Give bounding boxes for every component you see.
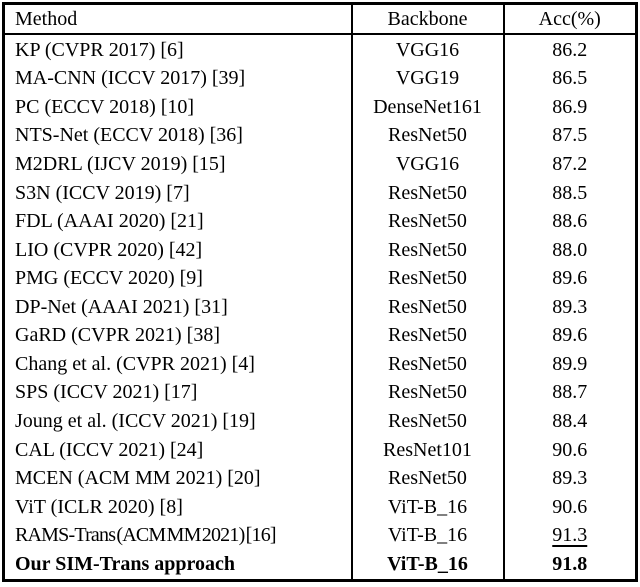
- cell-acc: 89.6: [552, 324, 588, 347]
- cell-acc: 86.5: [552, 67, 588, 90]
- cell-method: RAMS-Trans (ACM MM 2021) [16]: [15, 524, 277, 547]
- cell-backbone: ResNet50: [350, 406, 505, 436]
- cell-backbone: ResNet50: [350, 206, 505, 236]
- cell-method: MA-CNN (ICCV 2017) [39]: [15, 67, 246, 90]
- cell-backbone: VGG16: [350, 149, 505, 179]
- table-row: Joung et al. (ICCV 2021) [19] ResNet50 88.…: [4, 406, 637, 436]
- table-row: MA-CNN (ICCV 2017) [39] VGG19 86.5: [4, 64, 637, 93]
- cell-method: Chang et al. (CVPR 2021) [4]: [15, 352, 255, 375]
- cell-backbone: ResNet50: [350, 292, 505, 322]
- cell-backbone: ViT-B_16: [350, 521, 505, 550]
- cell-method: ViT (ICLR 2020) [8]: [15, 495, 183, 518]
- column-header-acc: Acc(%): [503, 3, 637, 35]
- cell-acc: 90.6: [552, 438, 588, 461]
- cell-acc: 91.8: [552, 553, 588, 576]
- cell-backbone: ResNet50: [350, 349, 505, 379]
- table-row: DP-Net (AAAI 2021) [31] ResNet50 89.3: [4, 292, 637, 322]
- cell-acc: 86.9: [552, 95, 588, 118]
- cell-method: S3N (ICCV 2019) [7]: [15, 181, 190, 204]
- cell-backbone: ResNet50: [350, 235, 505, 264]
- column-header-method: Method: [3, 3, 352, 35]
- column-header-backbone: Backbone: [350, 3, 505, 35]
- cell-acc: 89.6: [552, 267, 588, 290]
- table-row: Chang et al. (CVPR 2021) [4] ResNet50 89.9: [4, 349, 637, 379]
- cell-method: GaRD (CVPR 2021) [38]: [15, 324, 220, 347]
- cell-acc: 88.7: [552, 381, 588, 404]
- cell-method: PMG (ECCV 2020) [9]: [15, 267, 203, 290]
- table-row: NTS-Net (ECCV 2018) [36] ResNet50 87.5: [4, 121, 637, 150]
- cell-acc: 90.6: [552, 495, 588, 518]
- table-row: FDL (AAAI 2020) [21] ResNet50 88.6: [4, 206, 637, 236]
- cell-backbone: ViT-B_16: [350, 492, 505, 521]
- cell-backbone: ResNet50: [350, 378, 505, 407]
- results-table-body: KP (CVPR 2017) [6] VGG16 86.2 MA-CNN (ICCV …: [4, 34, 637, 581]
- table-row: MCEN (ACM MM 2021) [20] ResNet50 89.3: [4, 463, 637, 493]
- table-row: PC (ECCV 2018) [10] DenseNet161 86.9: [4, 92, 637, 122]
- cell-acc: 88.6: [552, 210, 588, 233]
- cell-acc: 88.4: [552, 410, 588, 433]
- cell-backbone: VGG16: [350, 34, 505, 64]
- table-header-row: Method Backbone Acc(%): [3, 3, 637, 35]
- cell-acc: 88.0: [552, 238, 588, 261]
- cell-backbone: ResNet50: [350, 463, 505, 493]
- cell-backbone: ResNet50: [350, 178, 505, 207]
- table-row: SPS (ICCV 2021) [17] ResNet50 88.7: [4, 378, 637, 407]
- cell-method: Joung et al. (ICCV 2021) [19]: [15, 410, 256, 433]
- cell-method: LIO (CVPR 2020) [42]: [15, 238, 203, 261]
- cell-backbone: ResNet50: [350, 263, 505, 293]
- second-best-accuracy-value: 91.3: [552, 524, 588, 547]
- cell-acc: 88.5: [552, 181, 588, 204]
- cell-method: CAL (ICCV 2021) [24]: [15, 438, 204, 461]
- table-row: KP (CVPR 2017) [6] VGG16 86.2: [4, 34, 637, 64]
- table-row: ViT (ICLR 2020) [8] ViT-B_16 90.6: [4, 492, 637, 521]
- table-row: RAMS-Trans (ACM MM 2021) [16] ViT-B_16 91.…: [4, 521, 637, 550]
- table-row: GaRD (CVPR 2021) [38] ResNet50 89.6: [4, 321, 637, 350]
- cell-backbone: ViT-B_16: [350, 549, 505, 581]
- table-row: S3N (ICCV 2019) [7] ResNet50 88.5: [4, 178, 637, 207]
- table-row: PMG (ECCV 2020) [9] ResNet50 89.6: [4, 263, 637, 293]
- cell-method: PC (ECCV 2018) [10]: [15, 95, 195, 118]
- cell-acc: 86.2: [552, 38, 588, 61]
- cell-method: MCEN (ACM MM 2021) [20]: [15, 467, 261, 490]
- cell-method: SPS (ICCV 2021) [17]: [15, 381, 198, 404]
- cell-acc: 87.5: [552, 124, 588, 147]
- cell-method: Our SIM-Trans approach: [15, 553, 236, 576]
- table-row: LIO (CVPR 2020) [42] ResNet50 88.0: [4, 235, 637, 264]
- cell-acc: 91.3: [504, 521, 637, 550]
- cell-acc: 89.9: [552, 352, 588, 375]
- cell-backbone: ResNet50: [350, 121, 505, 150]
- cell-method: NTS-Net (ECCV 2018) [36]: [15, 124, 243, 147]
- cell-acc: 89.3: [552, 467, 588, 490]
- cell-acc: 87.2: [552, 152, 588, 175]
- cell-method: FDL (AAAI 2020) [21]: [15, 210, 204, 233]
- table-row: M2DRL (IJCV 2019) [15] VGG16 87.2: [4, 149, 637, 179]
- cell-backbone: DenseNet161: [350, 92, 505, 122]
- cell-method: M2DRL (IJCV 2019) [15]: [15, 152, 226, 175]
- cell-backbone: VGG19: [350, 64, 505, 93]
- cell-backbone: ResNet50: [350, 321, 505, 350]
- table-row: Our SIM-Trans approach ViT-B_16 91.8: [4, 549, 637, 581]
- cell-method: KP (CVPR 2017) [6]: [15, 38, 184, 61]
- cell-acc: 89.3: [552, 295, 588, 318]
- cell-method: DP-Net (AAAI 2021) [31]: [15, 295, 228, 318]
- table-row: CAL (ICCV 2021) [24] ResNet101 90.6: [4, 435, 637, 464]
- cell-backbone: ResNet101: [350, 435, 505, 464]
